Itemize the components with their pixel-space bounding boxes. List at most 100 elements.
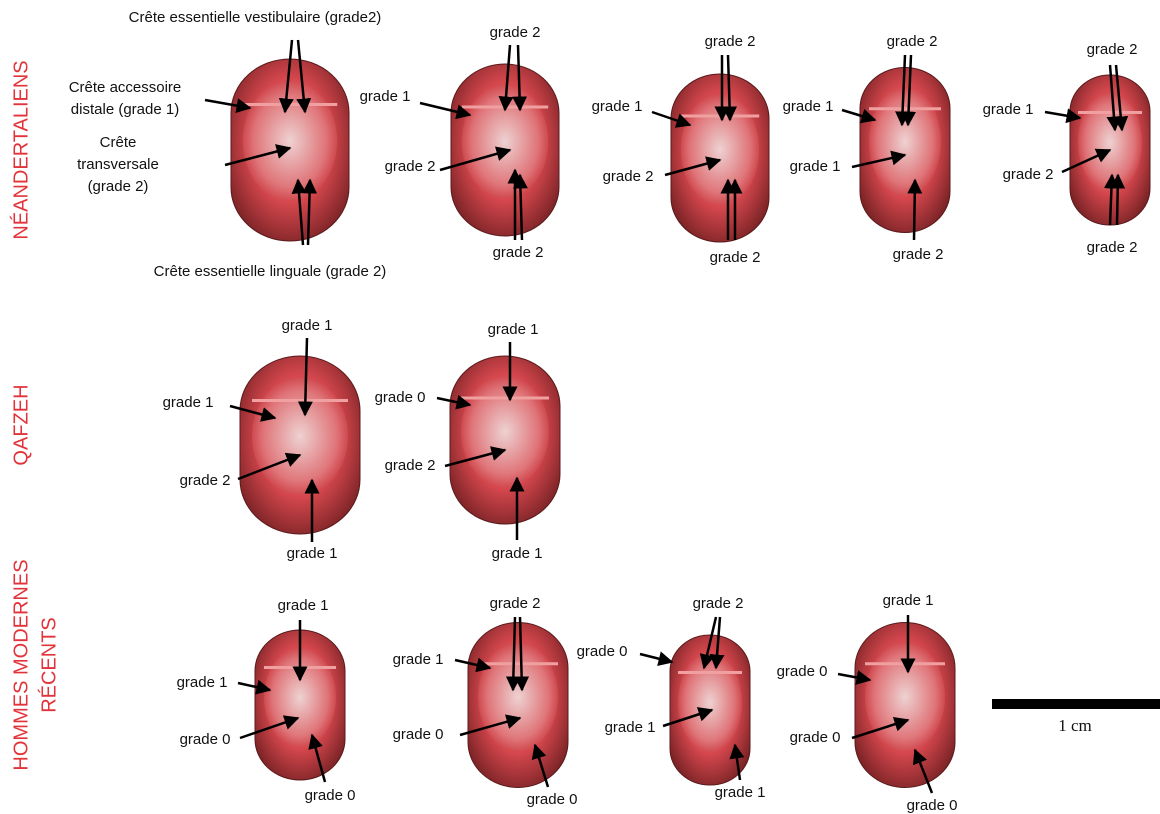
occlusal-surface [478, 642, 558, 752]
arrow [436, 394, 472, 410]
annotation: grade 0 [180, 731, 231, 748]
occlusal-surface [252, 377, 348, 495]
arrow [302, 178, 318, 246]
occlusal-surface [680, 94, 760, 206]
arrow [651, 110, 692, 128]
annotation: grade 1 [492, 545, 543, 562]
annotation: Crête essentielle vestibulaire (grade2) [129, 9, 382, 26]
annotation: grade 2 [603, 168, 654, 185]
occlusal-surface [678, 653, 742, 752]
annotation: grade 1 [393, 651, 444, 668]
arrow [498, 44, 514, 112]
arrow [531, 743, 550, 788]
arrow [439, 146, 512, 172]
annotation: grade 2 [887, 33, 938, 50]
arrow [278, 39, 294, 114]
annotation: grade 2 [705, 33, 756, 50]
annotation: grade 2 [385, 457, 436, 474]
annotation: grade 1 [983, 101, 1034, 118]
arrow [237, 679, 272, 695]
arrow [459, 714, 522, 737]
annotation: grade 1 [883, 592, 934, 609]
arrow [912, 748, 934, 794]
annotation: grade 2 [693, 595, 744, 612]
annotation: grade 2 [893, 246, 944, 263]
arrow [308, 733, 327, 783]
arrow [722, 54, 738, 122]
annotation: grade 1 [287, 545, 338, 562]
annotation: grade 0 [790, 729, 841, 746]
annotation: grade 0 [375, 389, 426, 406]
arrow [1061, 148, 1112, 174]
annotation: grade 2 [710, 249, 761, 266]
arrow [505, 616, 521, 692]
arrow [297, 337, 313, 417]
annotation: grade 1 [605, 719, 656, 736]
annotation: grade 2 [1087, 41, 1138, 58]
annotation: grade 0 [777, 663, 828, 680]
arrow [239, 715, 300, 740]
annotation: grade 1 [488, 321, 539, 338]
annotation: grade 0 [577, 643, 628, 660]
occlusal-surface [461, 84, 549, 199]
annotation: grade 1 [790, 158, 841, 175]
annotation: distale (grade 1) [71, 101, 179, 118]
annotation: grade 1 [783, 98, 834, 115]
group-label: RÉCENTS [37, 617, 60, 713]
group-label: NÉANDERTALIENS [9, 60, 32, 239]
annotation: grade 0 [393, 726, 444, 743]
scale-bar [992, 699, 1160, 709]
arrow [664, 156, 722, 177]
annotation: grade 2 [493, 244, 544, 261]
arrow [224, 144, 292, 167]
arrow [639, 651, 674, 667]
annotation: grade 1 [282, 317, 333, 334]
annotation: grade 1 [278, 597, 329, 614]
arrow [837, 670, 872, 685]
annotation: grade 0 [305, 787, 356, 804]
annotation: grade 1 [715, 784, 766, 801]
annotation: grade 2 [1087, 239, 1138, 256]
arrow [1110, 173, 1126, 226]
arrow [662, 707, 714, 728]
annotation: grade 2 [490, 24, 541, 41]
arrow [1044, 108, 1082, 124]
arrow [851, 716, 910, 740]
arrow [514, 616, 530, 692]
arrow [851, 150, 907, 169]
annotation: Crête accessoire [69, 79, 182, 96]
arrow [512, 173, 528, 241]
annotation: grade 1 [360, 88, 411, 105]
annotation: transversale [77, 156, 159, 173]
arrow [1113, 64, 1129, 132]
group-label: QAFZEH [10, 384, 32, 465]
arrow [709, 616, 725, 670]
arrow [296, 39, 312, 114]
arrow [419, 101, 472, 120]
occlusal-surface [461, 376, 549, 488]
annotation: grade 0 [907, 797, 958, 814]
arrow [237, 452, 302, 481]
occlusal-surface [1078, 93, 1142, 192]
annotation: grade 1 [163, 394, 214, 411]
scale-label: 1 cm [1058, 716, 1092, 735]
arrow [841, 108, 877, 124]
group-label: HOMMES MODERNES [10, 559, 32, 770]
arrow [512, 44, 528, 112]
annotation: grade 0 [527, 791, 578, 808]
arrow [901, 54, 917, 127]
arrow [444, 446, 507, 468]
annotation: grade 2 [385, 158, 436, 175]
annotation: grade 2 [490, 595, 541, 612]
annotation: Crête [100, 134, 137, 151]
annotation: grade 2 [1003, 166, 1054, 183]
annotation: (grade 2) [88, 178, 149, 195]
annotation: Crête essentielle linguale (grade 2) [154, 263, 387, 280]
arrow [204, 98, 252, 114]
arrow [729, 743, 745, 781]
occlusal-surface [865, 642, 945, 752]
annotation: grade 1 [592, 98, 643, 115]
occlusal-surface [869, 87, 941, 197]
annotation: grade 1 [177, 674, 228, 691]
